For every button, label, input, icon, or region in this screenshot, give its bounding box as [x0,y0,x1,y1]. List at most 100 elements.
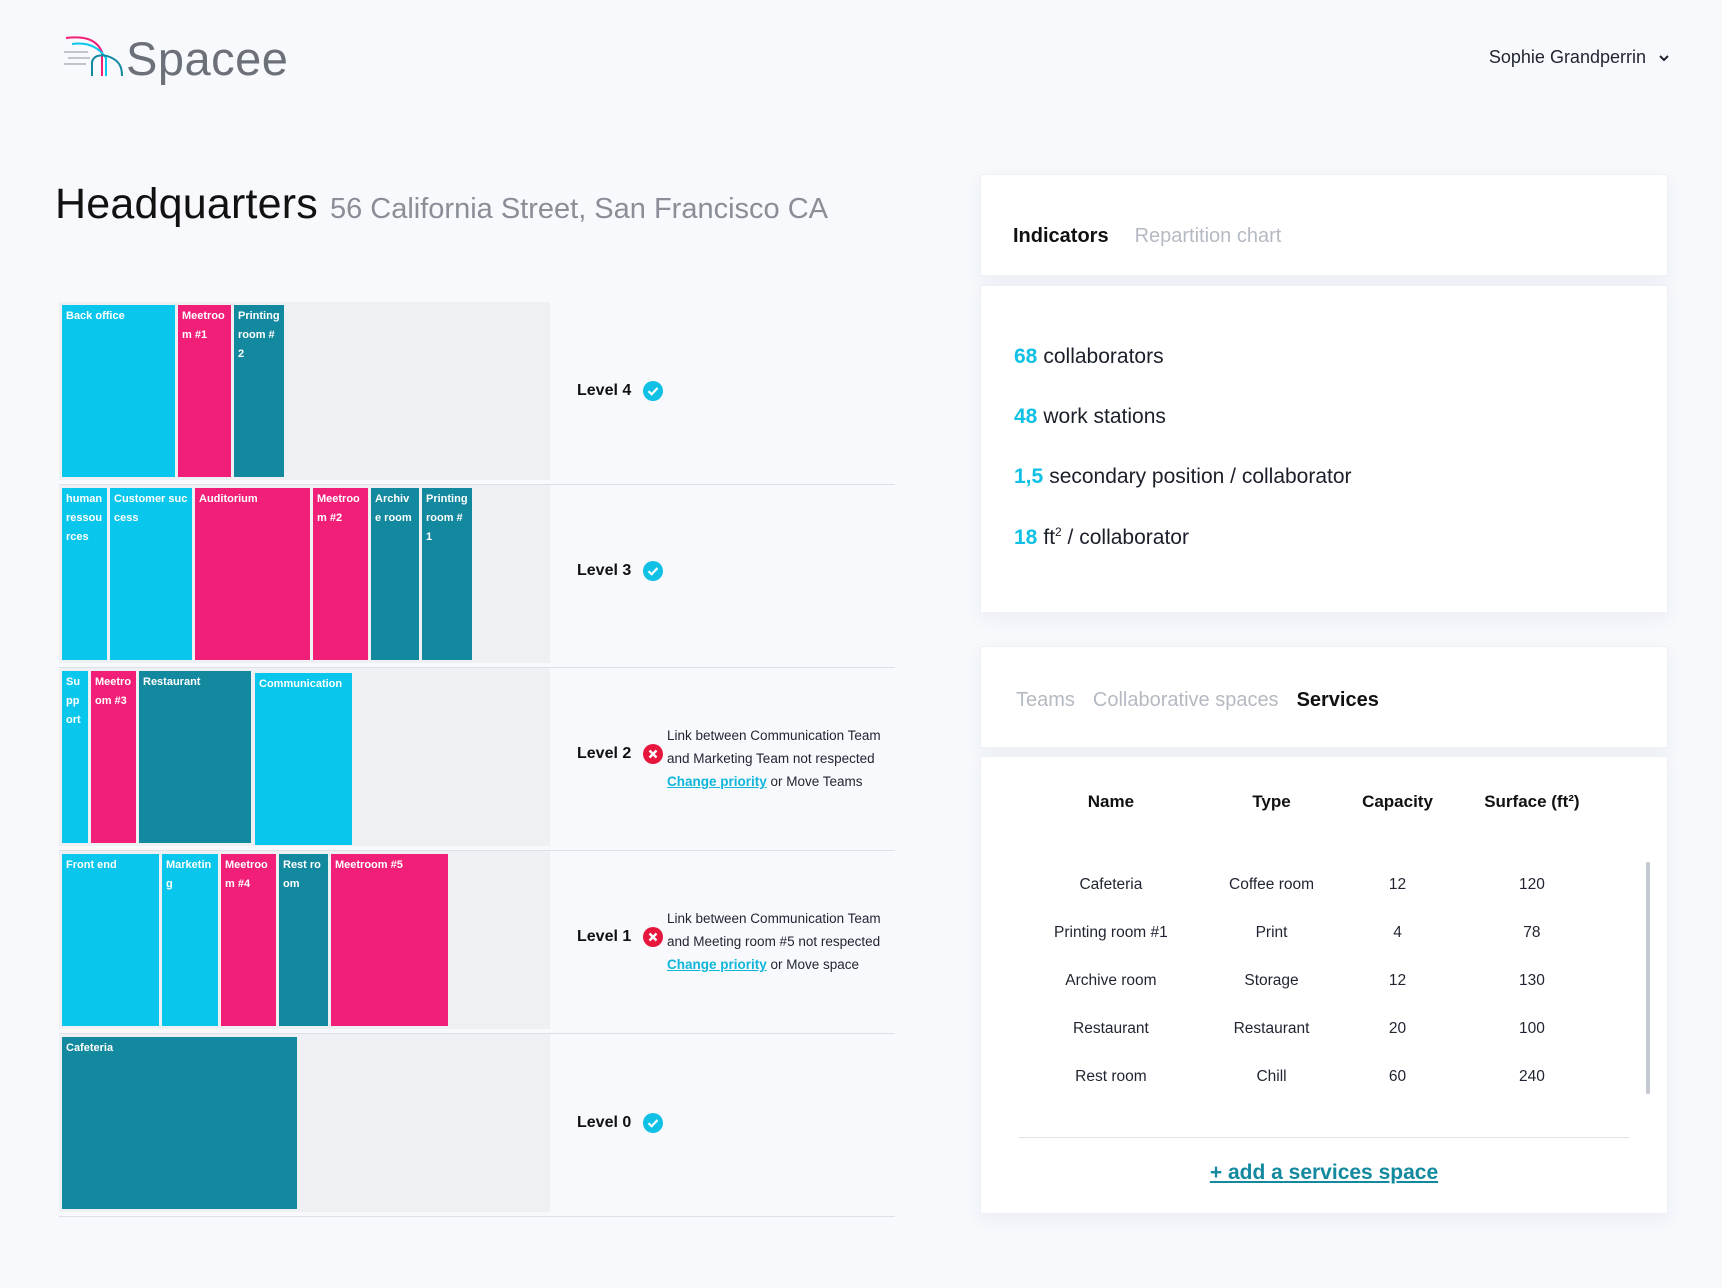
indicator-text: secondary position / collaborator [1049,465,1352,488]
room-meetroom-3[interactable]: Meetroom #3 [91,671,136,843]
room-communication[interactable]: Communication [255,673,352,845]
room-meetroom-1[interactable]: Meetroom #1 [178,305,231,477]
tab-repartition-chart[interactable]: Repartition chart [1134,225,1282,247]
floor-level-0: Cafeteria Level 0 [59,1034,895,1217]
error-circle-icon [643,927,664,947]
room-meetroom-5[interactable]: Meetroom #5 [331,854,448,1026]
indicator-value: 68 [1014,345,1038,368]
services-panel: Name Type Capacity Surface (ft²) Cafeter… [980,756,1668,1214]
room-marketing[interactable]: Marketing [162,854,218,1026]
table-header-row: Name Type Capacity Surface (ft²) [1019,787,1609,817]
error-circle-icon [643,744,664,764]
cell-capacity: 12 [1388,876,1407,893]
tab-indicators[interactable]: Indicators [1013,225,1109,247]
room-front-end[interactable]: Front end [62,854,159,1026]
column-header-capacity[interactable]: Capacity [1362,792,1433,811]
spaces-tab-bar: Teams Collaborative spaces Services [980,646,1668,748]
cell-surface: 130 [1518,972,1545,989]
cell-surface: 120 [1518,876,1545,893]
warning-line: and Marketing Team not respected [667,751,875,766]
column-header-surface[interactable]: Surface (ft²) [1484,792,1580,811]
site-name: Headquarters [55,180,318,228]
floor-plan: human ressources Customer success Audito… [59,485,550,663]
indicators-tab-bar: Indicators Repartition chart [980,174,1668,276]
indicator-secondary-position: 1,5 secondary position / collaborator [1014,465,1352,489]
room-printing-room-2[interactable]: Printing room #2 [234,305,284,477]
cell-capacity: 12 [1388,972,1407,989]
indicator-value: 48 [1014,405,1038,428]
cell-name: Cafeteria [1079,876,1143,893]
room-meetroom-2[interactable]: Meetroom #2 [313,488,368,660]
level-name: Level 1 [577,928,632,945]
cell-capacity: 4 [1393,924,1402,941]
level-label: Level 4 [577,381,664,401]
room-customer-success[interactable]: Customer success [110,488,192,660]
user-name: Sophie Grandperrin [1488,47,1646,67]
room-archive-room[interactable]: Archive room [371,488,419,660]
indicator-surface-per-collaborator: 18 ft2 / collaborator [1014,525,1189,550]
level-warning: Link between Communication Team and Meet… [667,907,907,976]
cell-capacity: 20 [1388,1020,1407,1037]
cell-surface: 100 [1518,1020,1545,1037]
cell-surface: 78 [1523,924,1541,941]
level-label: Level 0 [577,1113,664,1133]
services-table: Name Type Capacity Surface (ft²) Cafeter… [1019,787,1609,1101]
indicator-value: 1,5 [1014,465,1044,488]
room-restaurant[interactable]: Restaurant [139,671,251,843]
table-row[interactable]: Rest room Chill 60 240 [1019,1053,1609,1101]
level-name: Level 2 [577,745,632,762]
indicator-text: collaborators [1043,345,1164,368]
warning-line: Link between Communication Team [667,911,881,926]
column-header-name[interactable]: Name [1087,792,1135,811]
warning-line: and Meeting room #5 not respected [667,934,881,949]
room-printing-room-1[interactable]: Printing room #1 [422,488,472,660]
table-row[interactable]: Restaurant Restaurant 20 100 [1019,1005,1609,1053]
floor-level-2: Support Meetroom #3 Restaurant Communica… [59,668,895,851]
cell-type: Storage [1244,972,1299,989]
divider [1019,1137,1629,1138]
room-auditorium[interactable]: Auditorium [195,488,310,660]
cell-capacity: 60 [1388,1068,1407,1085]
cell-type: Restaurant [1233,1020,1310,1037]
table-scrollbar[interactable] [1646,862,1650,1094]
floor-level-4: Back office Meetroom #1 Printing room #2… [59,302,895,485]
room-human-ressources[interactable]: human ressources [62,488,107,660]
indicator-text: work stations [1043,405,1166,428]
cell-type: Print [1255,924,1288,941]
cell-surface: 240 [1518,1068,1545,1085]
spaces-tabs: Teams Collaborative spaces Services [1016,689,1405,712]
level-warning: Link between Communication Team and Mark… [667,724,907,793]
room-meetroom-4[interactable]: Meetroom #4 [221,854,276,1026]
add-services-space-link[interactable]: + add a services space [1209,1161,1439,1184]
tab-services[interactable]: Services [1296,689,1379,711]
indicator-unit-exponent: 2 [1055,525,1062,539]
room-rest-room[interactable]: Rest room [279,854,328,1026]
table-row[interactable]: Archive room Storage 12 130 [1019,957,1609,1005]
tab-teams[interactable]: Teams [1016,689,1075,711]
cell-type: Coffee room [1229,876,1315,893]
floor-plan: Cafeteria [59,1034,550,1212]
page-title: Headquarters 56 California Street, San F… [55,180,828,229]
floor-level-3: human ressources Customer success Audito… [59,485,895,668]
tab-collaborative-spaces[interactable]: Collaborative spaces [1092,689,1279,711]
room-back-office[interactable]: Back office [62,305,175,477]
table-row[interactable]: Printing room #1 Print 4 78 [1019,909,1609,957]
change-priority-link[interactable]: Change priority [667,774,767,789]
level-label: Level 3 [577,561,664,581]
level-name: Level 3 [577,562,632,579]
column-header-type[interactable]: Type [1252,792,1291,811]
indicators-panel: 68 collaborators 48 work stations 1,5 secon… [980,285,1668,613]
user-menu[interactable]: Sophie Grandperrin [1489,47,1670,68]
room-support[interactable]: Support [62,671,88,843]
table-row[interactable]: Cafeteria Coffee room 12 120 [1019,861,1609,909]
level-name: Level 0 [577,1114,632,1131]
warning-alt-action: or Move Teams [766,774,863,789]
room-cafeteria[interactable]: Cafeteria [62,1037,297,1209]
app-logo[interactable]: Spacee [62,30,288,86]
spacee-logo-icon [64,36,123,77]
indicator-value: 18 [1014,526,1038,549]
floor-plan: Back office Meetroom #1 Printing room #2 [59,302,550,480]
warning-alt-action: or Move space [766,957,860,972]
warning-line: Link between Communication Team [667,728,881,743]
change-priority-link[interactable]: Change priority [667,957,767,972]
